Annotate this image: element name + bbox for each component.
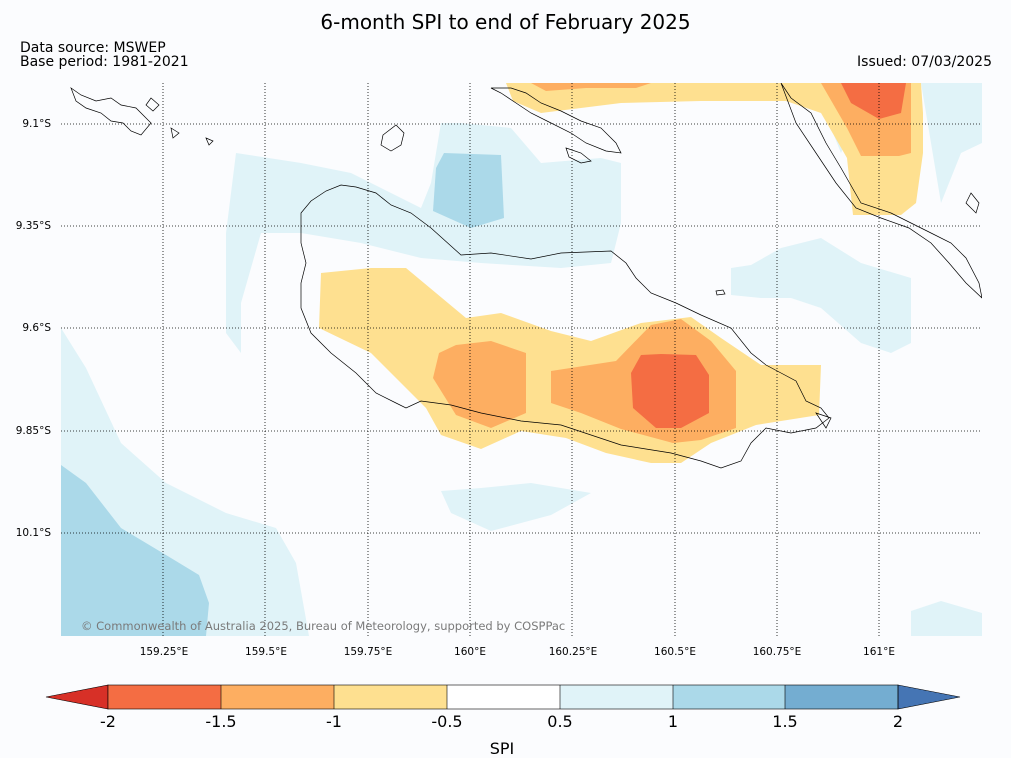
gridlines <box>61 83 982 636</box>
colorbar-tick-2: 2 <box>892 712 904 731</box>
colorbar-segment--0.5-0.5 <box>447 685 560 709</box>
colorbar-tick-0.5: 0.5 <box>547 712 573 731</box>
spi-colorbar <box>45 684 961 710</box>
colorbar-tick--2: -2 <box>100 712 116 731</box>
colorbar-tick-1: 1 <box>667 712 679 731</box>
colorbar-segment-0.5-1 <box>560 685 673 709</box>
lon-label-159.25: 159.25°E <box>139 646 189 658</box>
lat-label-9.85: 9.85°S <box>15 425 51 437</box>
lon-label-160: 160°E <box>454 646 486 658</box>
lat-label-9.6: 9.6°S <box>22 322 51 334</box>
colorbar-segment-below-2 <box>45 684 109 710</box>
lat-label-10.1: 10.1°S <box>15 527 51 539</box>
coastlines <box>70 83 982 469</box>
lon-label-160.5: 160.5°E <box>654 646 696 658</box>
map-title: 6-month SPI to end of February 2025 <box>320 10 691 34</box>
colorbar-segment-above-2 <box>897 684 961 710</box>
colorbar-segment-1-1.5 <box>673 685 785 709</box>
lat-label-9.35: 9.35°S <box>15 220 51 232</box>
lon-label-161: 161°E <box>863 646 895 658</box>
lon-label-159.75: 159.75°E <box>343 646 393 658</box>
spi-map <box>61 83 982 636</box>
copyright-notice: © Commonwealth of Australia 2025, Bureau… <box>81 619 566 633</box>
colorbar-tick--1.5: -1.5 <box>205 712 237 731</box>
colorbar-segment-1.5-2 <box>785 685 898 709</box>
colorbar-tick--0.5: -0.5 <box>431 712 463 731</box>
colorbar-tick-1.5: 1.5 <box>772 712 798 731</box>
lon-label-160.25: 160.25°E <box>548 646 598 658</box>
colorbar-segment--1.5--1 <box>221 685 334 709</box>
base-period-text: Base period: 1981-2021 <box>20 54 189 70</box>
lat-label-9.1: 9.1°S <box>22 118 51 130</box>
colorbar-tick--1: -1 <box>326 712 342 731</box>
colorbar-label: SPI <box>489 739 515 758</box>
spi-wet-1-1.5-regions <box>61 153 504 636</box>
spi-dry-1.5-2-regions <box>631 83 906 428</box>
issued-date: Issued: 07/03/2025 <box>857 54 992 70</box>
colorbar-segment--2--1.5 <box>108 685 221 709</box>
lon-label-160.75: 160.75°E <box>752 646 802 658</box>
data-source-info: Data source: MSWEP Base period: 1981-202… <box>20 41 189 69</box>
colorbar-segment--1--0.5 <box>334 685 447 709</box>
lon-label-159.5: 159.5°E <box>245 646 287 658</box>
data-source-text: Data source: MSWEP <box>20 40 166 56</box>
